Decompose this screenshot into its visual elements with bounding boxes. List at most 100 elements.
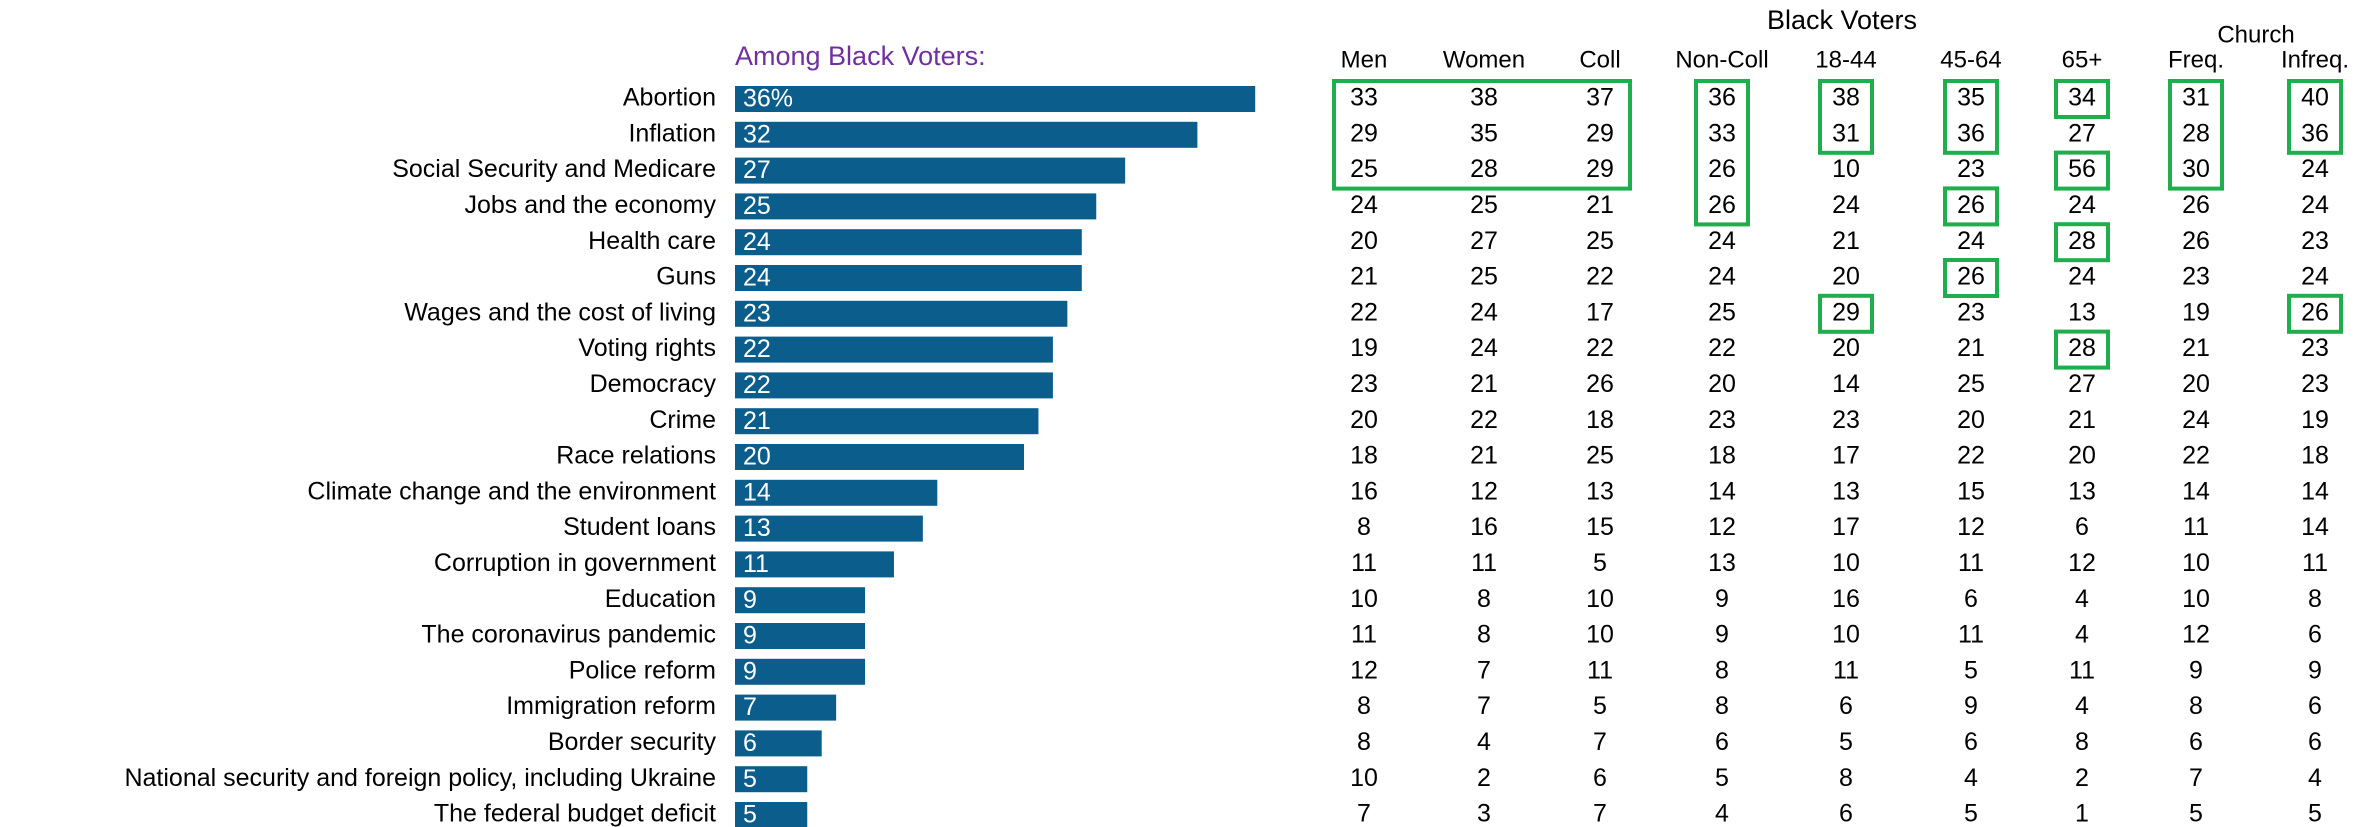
- table-cell: 21: [1350, 263, 1378, 291]
- column-header: 18-44: [1815, 46, 1876, 73]
- category-label: Wages and the cost of living: [404, 298, 716, 326]
- table-cell: 2: [1477, 764, 1491, 792]
- table-cell: 26: [2301, 298, 2329, 326]
- table-cell: 6: [2075, 513, 2089, 541]
- chart-title: Among Black Voters:: [735, 41, 986, 71]
- table-cell: 10: [1350, 585, 1378, 613]
- table-cell: 9: [1715, 585, 1729, 613]
- table-cell: 31: [1832, 119, 1860, 147]
- table-cell: 24: [1350, 191, 1378, 219]
- table-cell: 14: [2182, 477, 2210, 505]
- table-cell: 8: [1357, 513, 1371, 541]
- table-cell: 20: [1708, 370, 1736, 398]
- table-cell: 26: [2182, 191, 2210, 219]
- table-cell: 23: [2301, 334, 2329, 362]
- table-cell: 22: [1708, 334, 1736, 362]
- table-cell: 24: [2301, 263, 2329, 291]
- column-header: Freq.: [2168, 46, 2224, 73]
- table-cell: 6: [1964, 585, 1978, 613]
- table-cell: 5: [1839, 728, 1853, 756]
- table-cell: 18: [2301, 442, 2329, 470]
- table-cell: 21: [1832, 227, 1860, 255]
- column-header: 45-64: [1940, 46, 2001, 73]
- table-cell: 29: [1586, 119, 1614, 147]
- value-label: 5: [743, 801, 757, 827]
- table-cell: 4: [2075, 585, 2089, 613]
- table-cell: 34: [2068, 84, 2096, 112]
- table-cell: 26: [1957, 191, 1985, 219]
- table-cell: 4: [1477, 728, 1491, 756]
- table-cell: 40: [2301, 84, 2329, 112]
- table-cell: 24: [2182, 406, 2210, 434]
- table-cell: 23: [1957, 298, 1985, 326]
- table-cell: 6: [1593, 764, 1607, 792]
- bar: [735, 587, 866, 614]
- table-cell: 17: [1832, 513, 1860, 541]
- highlight-box: [2287, 79, 2343, 155]
- table-cell: 13: [1832, 477, 1860, 505]
- value-label: 32: [743, 120, 771, 148]
- category-label: Voting rights: [578, 334, 716, 362]
- bar: [735, 300, 1068, 327]
- value-label: 22: [743, 371, 771, 399]
- table-cell: 23: [2301, 227, 2329, 255]
- table-cell: 10: [1350, 764, 1378, 792]
- value-label: 22: [743, 335, 771, 363]
- table-cell: 11: [2302, 549, 2328, 577]
- table-cell: 25: [1586, 442, 1614, 470]
- table-cell: 11: [2069, 656, 2095, 684]
- bar: [735, 730, 822, 757]
- table-cell: 24: [1470, 334, 1498, 362]
- value-label: 36%: [743, 85, 793, 113]
- table-cell: 28: [2182, 119, 2210, 147]
- column-header: 65+: [2062, 46, 2103, 73]
- table-cell: 12: [1470, 477, 1498, 505]
- category-label: Police reform: [569, 656, 716, 684]
- column-header: Infreq.: [2281, 46, 2349, 73]
- table-cell: 3: [1477, 800, 1491, 827]
- table-cell: 33: [1708, 119, 1736, 147]
- table-cell: 20: [1957, 406, 1985, 434]
- bar: [735, 157, 1126, 184]
- table-cell: 10: [1586, 585, 1614, 613]
- table-cell: 5: [1964, 656, 1978, 684]
- table-cell: 22: [1957, 442, 1985, 470]
- table-cell: 38: [1832, 84, 1860, 112]
- table-cell: 18: [1586, 406, 1614, 434]
- table-cell: 10: [1832, 155, 1860, 183]
- value-label: 9: [743, 586, 757, 614]
- table-cell: 8: [1715, 692, 1729, 720]
- table-cell: 17: [1832, 442, 1860, 470]
- table-cell: 27: [2068, 370, 2096, 398]
- table-cell: 8: [2075, 728, 2089, 756]
- bar: [735, 479, 938, 506]
- table-cell: 24: [2301, 155, 2329, 183]
- table-cell: 22: [1470, 406, 1498, 434]
- table-cell: 1: [2075, 800, 2089, 827]
- table-cell: 30: [2182, 155, 2210, 183]
- table-cell: 12: [1350, 656, 1378, 684]
- table-cell: 26: [2182, 227, 2210, 255]
- highlight-box: [2054, 150, 2110, 191]
- value-label: 25: [743, 192, 771, 220]
- table-cell: 12: [1708, 513, 1736, 541]
- bar: [735, 86, 1256, 112]
- table-cell: 33: [1350, 84, 1378, 112]
- table-cell: 7: [1357, 800, 1371, 827]
- table-cell: 23: [1832, 406, 1860, 434]
- table-cell: 21: [1470, 370, 1498, 398]
- table-cell: 16: [1832, 585, 1860, 613]
- table-cell: 8: [1477, 585, 1491, 613]
- column-header: Men: [1341, 46, 1388, 73]
- table-cell: 31: [2182, 84, 2210, 112]
- highlight-box: [1818, 79, 1874, 155]
- table-cell: 17: [1586, 298, 1614, 326]
- table-cell: 25: [1350, 155, 1378, 183]
- bar: [735, 766, 808, 793]
- table-cell: 7: [1593, 728, 1607, 756]
- table-cell: 11: [1833, 656, 1859, 684]
- value-label: 14: [743, 478, 771, 506]
- table-cell: 23: [1708, 406, 1736, 434]
- table-cell: 16: [1350, 477, 1378, 505]
- table-cell: 26: [1708, 191, 1736, 219]
